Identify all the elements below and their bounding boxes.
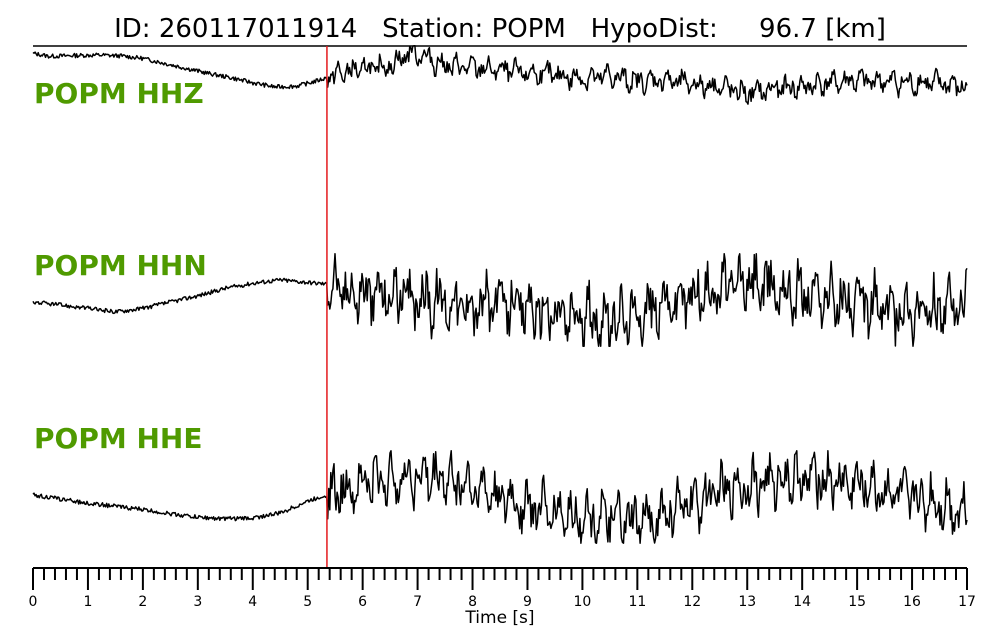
- x-axis-label: Time [s]: [464, 608, 534, 628]
- x-tick-label: 2: [138, 594, 147, 610]
- trace-hhn: [32, 253, 968, 347]
- x-tick-label: 5: [303, 594, 312, 610]
- x-tick-label: 13: [738, 594, 756, 610]
- trace-hhe: [32, 450, 968, 544]
- x-tick-label: 12: [683, 594, 701, 610]
- x-tick-label: 4: [248, 594, 257, 610]
- x-tick-label: 16: [903, 594, 921, 610]
- trace-label-hhn: POPM HHN: [34, 249, 207, 282]
- x-tick-label: 11: [628, 594, 646, 610]
- x-tick-label: 10: [573, 594, 591, 610]
- x-tick-label: 1: [83, 594, 92, 610]
- trace-hhz: [32, 45, 968, 105]
- x-tick-label: 17: [958, 594, 976, 610]
- x-tick-label: 14: [793, 594, 811, 610]
- x-tick-label: 3: [193, 594, 202, 610]
- x-tick-label: 0: [29, 594, 38, 610]
- x-tick-label: 7: [413, 594, 422, 610]
- x-tick-label: 15: [848, 594, 866, 610]
- x-tick-label: 6: [358, 594, 367, 610]
- x-tick-label: 9: [523, 594, 532, 610]
- trace-label-hhz: POPM HHZ: [34, 77, 204, 110]
- chart-title: ID: 260117011914 Station: POPM HypoDist:…: [114, 14, 886, 44]
- trace-group: [32, 45, 968, 544]
- x-axis-ticks: 0 1 2 3 4 5 6 7 8 9 10 11 12 13 14 15 16 17: [29, 568, 976, 610]
- x-tick-label: 8: [468, 594, 477, 610]
- trace-label-hhe: POPM HHE: [34, 422, 202, 455]
